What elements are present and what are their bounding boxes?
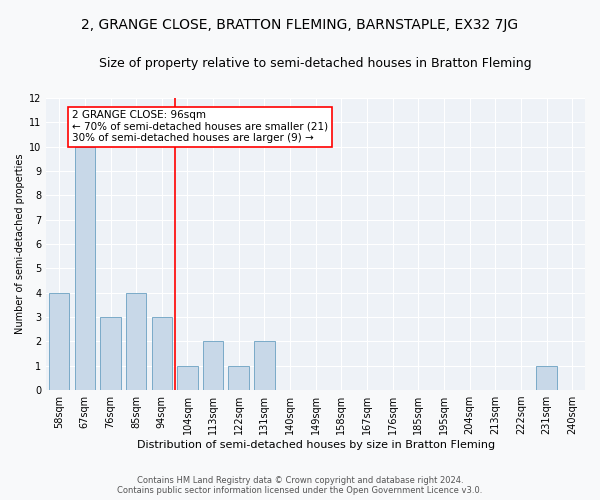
Bar (177, 366, 198, 390)
Bar (74, 146, 95, 390)
Bar (152, 317, 172, 390)
Text: Contains HM Land Registry data © Crown copyright and database right 2024.
Contai: Contains HM Land Registry data © Crown c… (118, 476, 482, 495)
Bar (229, 366, 249, 390)
Text: 2 GRANGE CLOSE: 96sqm
← 70% of semi-detached houses are smaller (21)
30% of semi: 2 GRANGE CLOSE: 96sqm ← 70% of semi-deta… (72, 110, 328, 144)
Bar (126, 292, 146, 390)
Bar (49, 292, 70, 390)
Text: 2, GRANGE CLOSE, BRATTON FLEMING, BARNSTAPLE, EX32 7JG: 2, GRANGE CLOSE, BRATTON FLEMING, BARNST… (82, 18, 518, 32)
Y-axis label: Number of semi-detached properties: Number of semi-detached properties (15, 154, 25, 334)
Bar (203, 342, 223, 390)
Bar (254, 342, 275, 390)
Bar (100, 317, 121, 390)
Bar (536, 366, 557, 390)
Title: Size of property relative to semi-detached houses in Bratton Fleming: Size of property relative to semi-detach… (100, 58, 532, 70)
X-axis label: Distribution of semi-detached houses by size in Bratton Fleming: Distribution of semi-detached houses by … (137, 440, 495, 450)
